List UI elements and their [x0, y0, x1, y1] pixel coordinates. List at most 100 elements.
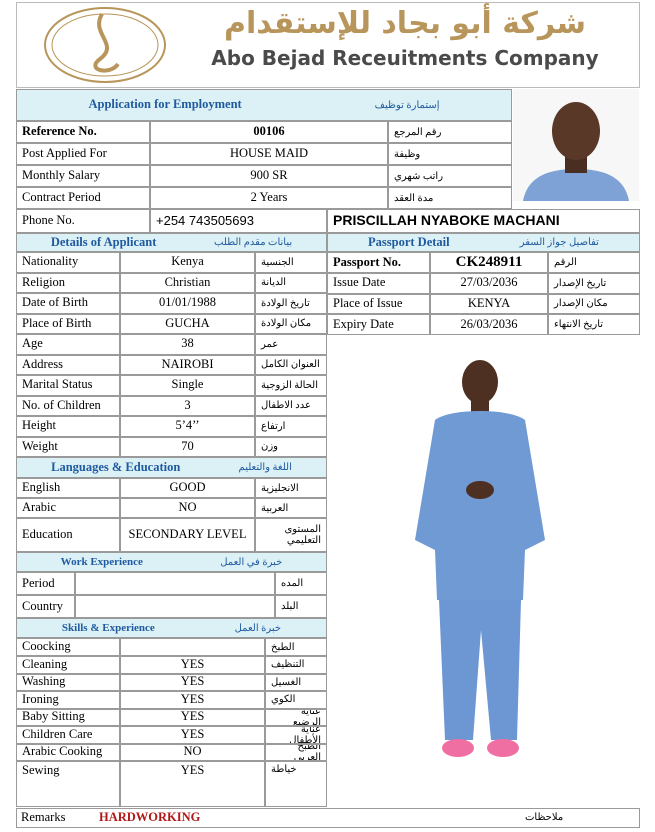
field-value: 27/03/2036	[430, 273, 548, 294]
field-label: No. of Children	[16, 395, 120, 416]
field-label: English	[16, 478, 120, 498]
field-label: Marital Status	[16, 375, 120, 396]
field-value: YES	[120, 673, 265, 691]
field-value	[75, 595, 275, 618]
section-title-ar: بيانات مقدم الطلب	[214, 237, 293, 248]
section-header: Languages & Education اللغة والتعليم	[16, 457, 327, 478]
field-label-ar: مدة العقد	[388, 187, 512, 209]
field-label-ar: مكان الإصدار	[548, 293, 640, 314]
field-label: Country	[16, 595, 75, 618]
field-value	[120, 638, 265, 656]
section-header: Passport Detail تفاصيل جواز السفر	[327, 233, 640, 252]
company-name-ar: شركة أبو بجاد للإستقدام	[223, 6, 587, 41]
field-label-ar: الكوي	[265, 691, 327, 709]
header-banner	[16, 2, 640, 88]
company-name: Abo Bejad Receuitments Company	[211, 46, 599, 70]
section-title: Languages & Education	[51, 459, 181, 474]
field-label: Remarks	[21, 809, 66, 824]
field-value: 00106	[150, 121, 388, 143]
field-value: 26/03/2036	[430, 314, 548, 335]
field-value: Single	[120, 375, 255, 396]
field-label-ar: المستوى التعليمي	[255, 518, 327, 552]
field-label: Children Care	[16, 726, 120, 744]
field-label: Religion	[16, 272, 120, 293]
field-label: Weight	[16, 436, 120, 457]
field-value: +254 743505693	[150, 209, 327, 233]
field-label: Expiry Date	[327, 314, 430, 335]
field-label: Place of Issue	[327, 293, 430, 314]
field-label: Nationality	[16, 252, 120, 273]
field-value: 2 Years	[150, 187, 388, 209]
field-value	[75, 572, 275, 595]
full-body-photo	[415, 360, 545, 757]
field-label-ar: الطبخ	[265, 638, 327, 656]
field-value: YES	[120, 656, 265, 674]
section-title: Application for Employment	[88, 97, 242, 112]
field-label-ar: تاريخ الإصدار	[548, 273, 640, 294]
field-label: Date of Birth	[16, 293, 120, 314]
field-label: Sewing	[16, 761, 120, 807]
field-value: Christian	[120, 272, 255, 293]
field-label-ar: البلد	[275, 595, 327, 618]
section-header: Work Experience خبرة في العمل	[16, 552, 327, 572]
candidate-name: PRISCILLAH NYABOKE MACHANI	[327, 209, 640, 233]
section-title: Work Experience	[60, 555, 143, 568]
field-label-ar: وظيفة	[388, 143, 512, 165]
field-label-ar: العنوان الكامل	[255, 354, 327, 375]
field-value: NO	[120, 743, 265, 761]
section-header: Application for Employment إستمارة توظيف	[16, 89, 512, 121]
field-label-ar: تاريخ الولادة	[255, 293, 327, 314]
section-title-ar: تفاصيل جواز السفر	[519, 237, 599, 248]
field-value: NAIROBI	[120, 354, 255, 375]
section-title-ar: اللغة والتعليم	[238, 462, 292, 473]
field-label-ar: التنظيف	[265, 656, 327, 674]
field-value: CK248911	[430, 252, 548, 273]
section-title: Passport Detail	[368, 234, 450, 249]
field-label: Place of Birth	[16, 313, 120, 334]
field-value: Kenya	[120, 252, 255, 273]
field-label-ar: راتب شهري	[388, 165, 512, 187]
field-value: YES	[120, 726, 265, 744]
field-label: Post Applied For	[16, 143, 150, 165]
field-label: Phone No.	[16, 209, 150, 233]
field-label-ar: الغسيل	[265, 673, 327, 691]
field-label-ar: الانجليزية	[255, 478, 327, 498]
section-header: Details of Applicant بيانات مقدم الطلب	[16, 233, 327, 252]
field-label-ar: ملاحظات	[525, 812, 564, 823]
field-value: 01/01/1988	[120, 293, 255, 314]
field-value: SECONDARY LEVEL	[120, 518, 255, 552]
field-label: Period	[16, 572, 75, 595]
field-label: Washing	[16, 673, 120, 691]
field-value: 70	[120, 436, 255, 457]
field-label: Passport No.	[327, 252, 430, 273]
field-label: Reference No.	[16, 121, 150, 143]
field-value: YES	[120, 708, 265, 726]
field-value: HARDWORKING	[99, 809, 201, 824]
field-label-ar: رقم المرجع	[388, 121, 512, 143]
field-label-ar: وزن	[255, 436, 327, 457]
field-label-ar: ارتفاع	[255, 416, 327, 437]
field-value: NO	[120, 498, 255, 518]
field-label-ar: عناية الرضيع	[265, 708, 327, 726]
field-label: Cleaning	[16, 656, 120, 674]
field-label-ar: تاريخ الانتهاء	[548, 314, 640, 335]
portrait-photo	[513, 89, 639, 201]
field-value: KENYA	[430, 293, 548, 314]
section-title-ar: خبرة العمل	[234, 622, 282, 634]
field-label-ar: عمر	[255, 334, 327, 355]
field-value: HOUSE MAID	[150, 143, 388, 165]
field-value: YES	[120, 761, 265, 807]
field-label-ar: الجنسية	[255, 252, 327, 273]
remarks-row	[16, 808, 640, 828]
field-label: Education	[16, 518, 120, 552]
field-label-ar: مكان الولادة	[255, 313, 327, 334]
field-label-ar: خياطة	[265, 761, 327, 807]
field-label-ar: الديانة	[255, 272, 327, 293]
field-label-ar: العربية	[255, 498, 327, 518]
section-title-ar: إستمارة توظيف	[374, 99, 440, 111]
section-title-ar: خبرة في العمل	[220, 556, 283, 568]
field-label: Issue Date	[327, 273, 430, 294]
field-label-ar: الحالة الزوجية	[255, 375, 327, 396]
field-label: Contract Period	[16, 187, 150, 209]
